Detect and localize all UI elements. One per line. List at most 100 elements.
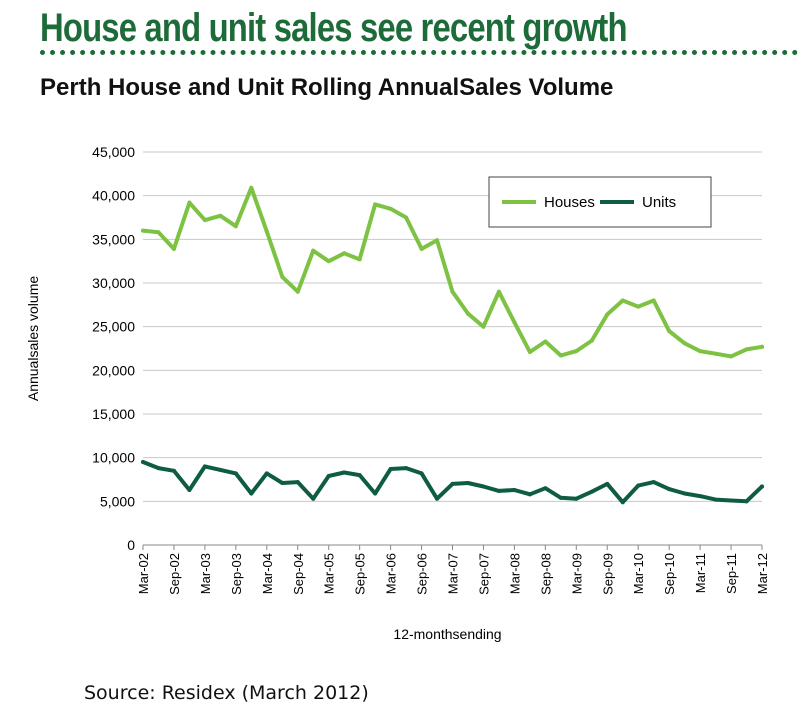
data-point-units [713, 497, 718, 502]
data-point-units [760, 484, 764, 489]
data-point-units [233, 471, 238, 476]
data-point-units [435, 496, 440, 501]
data-point-houses [435, 238, 440, 243]
data-point-houses [496, 289, 501, 294]
data-point-houses [543, 339, 548, 344]
legend-label: Units [642, 194, 676, 211]
data-point-houses [171, 246, 176, 251]
data-point-units [589, 489, 594, 494]
data-point-units [620, 500, 625, 505]
data-point-houses [512, 320, 517, 325]
data-point-houses [527, 349, 532, 354]
y-tick-label: 10,000 [92, 450, 135, 466]
data-point-houses [280, 274, 285, 279]
data-point-houses [574, 349, 579, 354]
data-point-houses [311, 248, 316, 253]
data-point-units [496, 488, 501, 493]
x-tick-label: Mar-07 [446, 553, 461, 594]
data-point-units [419, 471, 424, 476]
data-point-houses [249, 185, 254, 190]
data-point-units [373, 491, 378, 496]
data-point-houses [605, 312, 610, 317]
data-point-units [357, 473, 362, 478]
data-point-units [171, 468, 176, 473]
data-point-houses [713, 351, 718, 356]
data-point-units [187, 487, 192, 492]
legend-item-units: Units [600, 194, 676, 211]
y-tick-label: 35,000 [92, 231, 135, 247]
data-point-houses [342, 251, 347, 256]
x-tick-label: Mar-11 [693, 553, 708, 593]
data-point-houses [667, 329, 672, 334]
x-tick-label: Mar-08 [507, 553, 522, 594]
x-tick-label: Mar-03 [198, 553, 213, 594]
data-point-houses [326, 259, 331, 264]
data-point-units [574, 496, 579, 501]
y-tick-label: 40,000 [92, 188, 135, 204]
y-tick-label: 25,000 [92, 319, 135, 335]
data-point-houses [620, 298, 625, 303]
y-axis-label: Annualsales volume [25, 276, 41, 402]
data-point-units [605, 481, 610, 486]
data-point-houses [187, 200, 192, 205]
x-tick-label: Sep-10 [662, 553, 677, 595]
x-tick-label: Sep-11 [724, 553, 739, 594]
data-point-units [326, 474, 331, 479]
data-point-units [264, 471, 269, 476]
data-point-units [512, 487, 517, 492]
y-tick-label: 20,000 [92, 362, 135, 378]
data-point-houses [636, 304, 641, 309]
data-point-units [404, 466, 409, 471]
x-axis-label: 12-monthsending [393, 626, 501, 642]
data-point-units [698, 494, 703, 499]
data-point-houses [404, 215, 409, 220]
data-point-units [249, 491, 254, 496]
data-point-units [141, 460, 145, 465]
series-units [141, 460, 764, 505]
legend: Houses Units [488, 176, 712, 228]
chart-title: Perth House and Unit Rolling AnnualSales… [40, 74, 614, 101]
data-point-houses [388, 206, 393, 211]
data-point-houses [141, 228, 145, 233]
source-note: Source: Residex (March 2012) [84, 682, 369, 704]
x-tick-label: Mar-12 [755, 553, 770, 594]
data-point-units [729, 498, 734, 503]
data-point-houses [465, 311, 470, 316]
data-point-houses [233, 224, 238, 229]
x-tick-label: Mar-02 [136, 553, 151, 594]
data-point-units [636, 483, 641, 488]
data-point-units [388, 467, 393, 472]
data-point-units [465, 480, 470, 485]
data-point-units [218, 467, 223, 472]
x-tick-label: Sep-08 [538, 553, 553, 595]
data-point-houses [264, 229, 269, 234]
data-point-houses [450, 289, 455, 294]
headline: House and unit sales see recent growth [40, 6, 628, 50]
data-point-units [342, 470, 347, 475]
data-point-houses [481, 324, 486, 329]
legend-item-houses: Houses [502, 194, 595, 211]
dotted-divider [40, 50, 798, 55]
x-tick-label: Mar-10 [631, 553, 646, 594]
data-point-houses [373, 202, 378, 207]
x-tick-label: Sep-07 [476, 553, 491, 595]
data-point-units [651, 480, 656, 485]
data-point-units [311, 496, 316, 501]
y-tick-label: 0 [127, 537, 135, 553]
data-point-houses [729, 354, 734, 359]
x-tick-label: Sep-05 [353, 553, 368, 595]
data-point-units [682, 491, 687, 496]
data-point-houses [651, 298, 656, 303]
data-point-units [558, 495, 563, 500]
x-tick-label: Mar-09 [569, 553, 584, 594]
data-point-houses [682, 341, 687, 346]
x-tick-label: Mar-06 [384, 553, 399, 594]
data-point-units [543, 486, 548, 491]
data-point-houses [760, 344, 764, 349]
legend-label: Houses [544, 194, 595, 211]
data-point-units [156, 466, 161, 471]
data-point-houses [698, 349, 703, 354]
x-tick-label: Sep-02 [167, 553, 182, 595]
x-tick-label: Sep-09 [600, 553, 615, 595]
